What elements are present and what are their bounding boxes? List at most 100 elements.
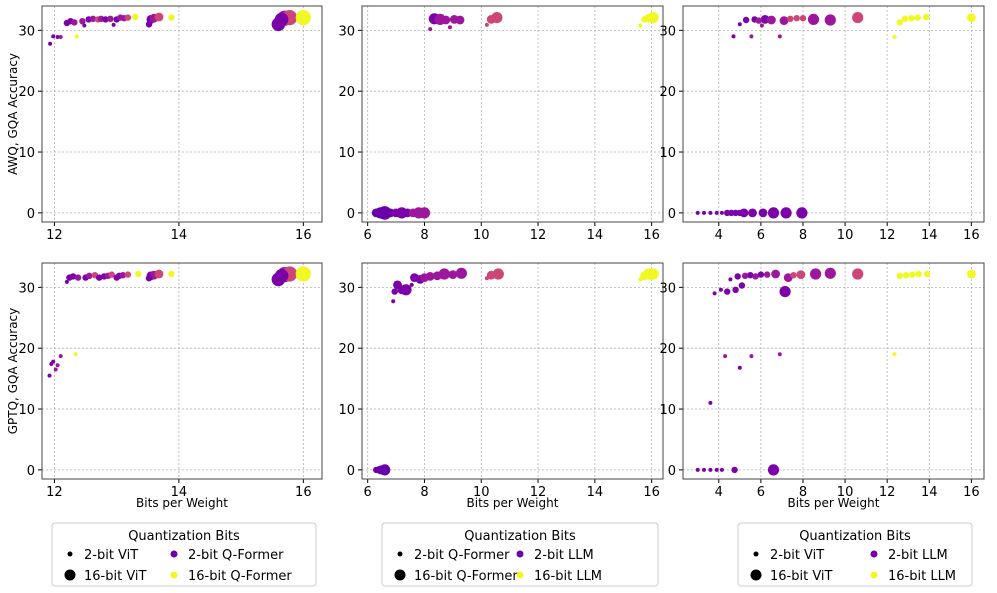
data-point (780, 207, 792, 219)
data-point (107, 15, 114, 22)
data-point (896, 272, 903, 279)
data-point (724, 288, 731, 295)
x-tick-label: 14 (171, 228, 188, 243)
data-point (486, 15, 496, 24)
data-point (695, 467, 700, 472)
data-point (748, 208, 757, 218)
data-point (757, 271, 765, 278)
legend-label: 2-bit Q-Former (188, 548, 284, 563)
data-point (714, 210, 719, 215)
legend-1: Quantization Bits 2-bit ViT 2-bit Q-Former… (51, 522, 317, 587)
legend-label: 2-bit LLM (534, 548, 594, 563)
data-point (432, 271, 442, 281)
data-point (752, 273, 759, 280)
data-point (64, 279, 69, 284)
data-point (102, 16, 109, 23)
y-tick-label: 30 (18, 24, 35, 39)
plot-area (683, 263, 984, 479)
legend-label: 16-bit Q-Former (188, 569, 292, 584)
x-tick-label: 14 (587, 485, 604, 500)
data-point (55, 35, 60, 39)
legend-label: 16-bit LLM (888, 569, 956, 584)
x-tick-label: 4 (715, 228, 723, 243)
data-point (58, 35, 63, 39)
y-tick-label: 10 (659, 146, 676, 161)
x-tick-label: 16 (295, 485, 312, 500)
data-point (777, 352, 782, 357)
x-tick-label: 12 (46, 485, 63, 500)
legend-marker (394, 569, 406, 581)
plot-area (42, 263, 322, 479)
data-point (51, 34, 56, 39)
legend-label: 2-bit ViT (770, 548, 824, 563)
chart-panel-4: 12 14 16 0 10 20 30 GPTQ, GQA Accuracy Bits per … (6, 262, 323, 510)
plot-area (362, 263, 663, 479)
x-axis-label: Bits per Weight (788, 496, 880, 510)
x-tick-label: 10 (837, 485, 854, 500)
x-tick-label: 6 (757, 485, 765, 500)
data-point (892, 352, 897, 357)
legend-marker (753, 551, 759, 557)
data-point (758, 208, 768, 218)
y-tick-label: 10 (18, 146, 35, 161)
axes-frame (41, 5, 323, 223)
legend-marker (750, 569, 762, 581)
data-point (274, 269, 289, 283)
x-tick-label: 8 (420, 228, 428, 243)
data-point (712, 291, 717, 296)
legend-marker (170, 571, 178, 579)
y-tick-label: 20 (659, 85, 676, 100)
legend-marker (170, 550, 178, 558)
x-tick-label: 6 (757, 228, 765, 243)
y-axis-label: AWQ, GQA Accuracy (6, 53, 20, 175)
y-tick-label: 0 (668, 207, 676, 222)
data-point (796, 207, 808, 219)
x-tick-label: 12 (530, 228, 547, 243)
data-point (124, 14, 132, 21)
data-point (767, 464, 780, 476)
data-point (638, 23, 643, 28)
data-point (708, 467, 713, 472)
data-point (779, 16, 789, 25)
x-tick-label: 10 (473, 228, 490, 243)
data-point (111, 22, 116, 27)
data-point (486, 270, 496, 280)
legend-marker (64, 569, 76, 581)
legend-title: Quantization Bits (128, 529, 240, 544)
data-point (793, 15, 800, 22)
data-point (737, 22, 742, 27)
data-point (641, 16, 648, 23)
data-point (799, 15, 807, 22)
x-tick-label: 14 (587, 228, 604, 243)
legend-box (51, 522, 317, 587)
y-tick-label: 30 (659, 24, 676, 39)
data-point (719, 467, 724, 472)
data-point (154, 269, 164, 279)
legend-marker (516, 571, 524, 579)
data-point (86, 272, 93, 279)
data-point (274, 12, 289, 27)
x-axis-label: Bits per Weight (467, 496, 559, 510)
data-point (448, 25, 452, 30)
legend-marker (870, 550, 878, 558)
x-tick-label: 14 (921, 228, 938, 243)
chart-panel-1: 12 14 16 0 10 20 30 AWQ, GQA Accuracy (6, 5, 323, 243)
data-point (718, 287, 723, 292)
data-point (742, 16, 750, 24)
data-point (79, 18, 86, 25)
x-tick-label: 10 (473, 485, 490, 500)
data-point (640, 271, 649, 281)
data-point (154, 12, 164, 22)
data-point (455, 15, 465, 25)
plot-area (42, 6, 322, 222)
data-point (914, 14, 921, 21)
data-point (909, 271, 916, 278)
data-point (373, 466, 380, 474)
data-point (397, 285, 407, 295)
y-tick-label: 0 (27, 207, 35, 222)
data-point (967, 269, 976, 279)
y-tick-label: 30 (338, 281, 355, 296)
data-point (908, 15, 915, 22)
legend-label: 16-bit ViT (770, 569, 833, 584)
axes-frame (41, 262, 323, 480)
